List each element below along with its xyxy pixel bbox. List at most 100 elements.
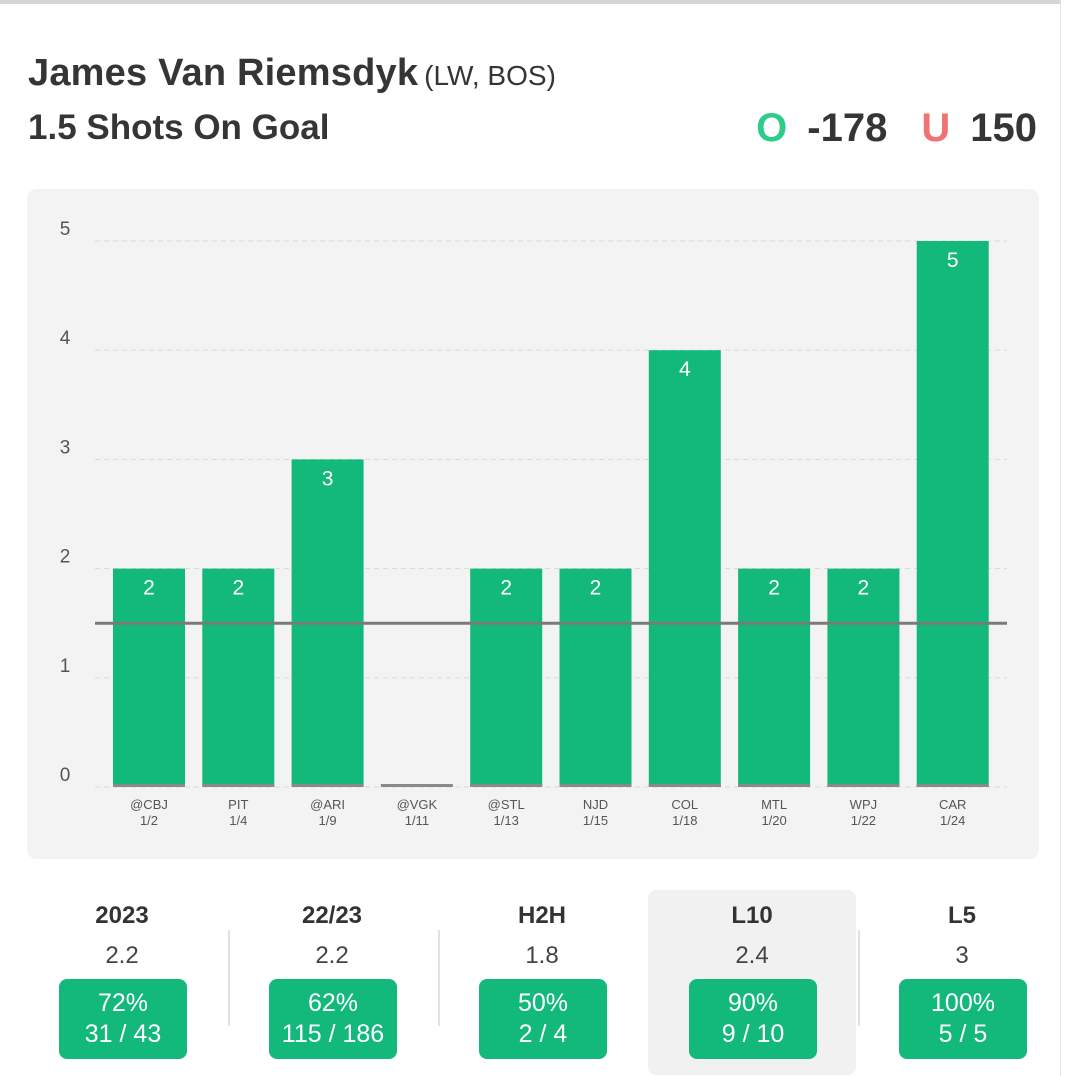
player-position-team: (LW, BOS) <box>424 60 556 91</box>
prop-title: 1.5 Shots On Goal <box>28 108 330 147</box>
x-tick-label: COL <box>671 797 698 812</box>
x-tick-label: @VGK <box>397 797 438 812</box>
bar-baseline <box>380 784 453 787</box>
stat-separator <box>858 930 860 1026</box>
player-header: James Van Riemsdyk (LW, BOS) <box>28 52 556 95</box>
y-tick-label: 0 <box>60 765 71 786</box>
x-tick-date: 1/22 <box>851 813 876 828</box>
stat-separator <box>438 930 440 1026</box>
bar <box>202 568 275 787</box>
stat-average: 3 <box>955 942 969 969</box>
y-tick-label: 4 <box>60 328 71 349</box>
bar-value-label: 2 <box>590 577 602 600</box>
x-tick-date: 1/2 <box>140 813 158 828</box>
stats-row: 2023 2.2 72% 31 / 43 22/23 2.2 62% 115 / 186 H2H… <box>18 890 1068 1075</box>
stat-label: L5 <box>947 902 976 929</box>
stat-tab-l10[interactable]: L10 2.4 90% 9 / 10 <box>648 890 856 1075</box>
hit-rate-record: 115 / 186 <box>281 1020 385 1048</box>
y-tick-label: 1 <box>60 656 71 677</box>
under-odds[interactable]: 150 <box>970 106 1037 150</box>
over-label: O <box>756 106 788 150</box>
odds-display: O -178 U 150 <box>756 106 1037 151</box>
hit-rate-percent: 62% <box>307 989 359 1017</box>
x-tick-label: NJD <box>583 797 608 812</box>
bar <box>559 568 632 787</box>
x-tick-label: CAR <box>939 797 966 812</box>
hit-rate-badge: 50% 2 / 4 <box>479 979 607 1059</box>
y-tick-label: 3 <box>60 437 71 458</box>
hit-rate-badge: 100% 5 / 5 <box>899 979 1027 1059</box>
bar-baseline <box>291 784 364 787</box>
x-tick-date: 1/13 <box>494 813 519 828</box>
hit-rate-percent: 50% <box>517 989 569 1017</box>
x-tick-date: 1/15 <box>583 813 608 828</box>
x-tick-date: 1/11 <box>405 813 429 828</box>
x-tick-date: 1/24 <box>940 813 965 828</box>
x-tick-label: @CBJ <box>130 797 168 812</box>
stat-tab-h2h[interactable]: H2H 1.8 50% 2 / 4 <box>438 890 646 1075</box>
bar-baseline <box>113 784 185 787</box>
stat-tab-l5[interactable]: L5 3 100% 5 / 5 <box>858 890 1066 1075</box>
bar-value-label: 3 <box>322 467 334 490</box>
hit-rate-record: 31 / 43 <box>84 1020 162 1048</box>
bar-baseline <box>202 784 275 787</box>
bar-value-label: 2 <box>143 577 155 600</box>
right-divider <box>1060 0 1061 1076</box>
bar-baseline <box>738 784 811 787</box>
stat-average: 1.8 <box>525 942 559 969</box>
x-tick-label: PIT <box>228 797 248 812</box>
bar-baseline <box>648 784 721 787</box>
bar <box>827 568 900 787</box>
stat-tab-22-23[interactable]: 22/23 2.2 62% 115 / 186 <box>228 890 436 1075</box>
stat-tab-2023[interactable]: 2023 2.2 72% 31 / 43 <box>18 890 226 1075</box>
under-label: U <box>921 106 951 150</box>
bar-chart: 0123452@CBJ1/22PIT1/43@ARI1/9@VGK1/112@S… <box>60 219 1007 828</box>
stat-label: 22/23 <box>301 902 363 929</box>
hit-rate-record: 2 / 4 <box>518 1020 568 1048</box>
stat-average: 2.2 <box>105 942 139 969</box>
x-tick-date: 1/4 <box>229 813 247 828</box>
hit-rate-record: 5 / 5 <box>938 1020 988 1048</box>
bar-baseline <box>470 784 543 787</box>
over-odds[interactable]: -178 <box>807 106 888 150</box>
stat-average: 2.4 <box>735 942 769 969</box>
x-tick-label: @STL <box>488 797 525 812</box>
bar-value-label: 2 <box>768 577 780 600</box>
hit-rate-badge: 90% 9 / 10 <box>689 979 817 1059</box>
bar-baseline <box>559 784 632 787</box>
x-tick-date: 1/20 <box>761 813 786 828</box>
top-divider <box>0 0 1060 4</box>
chart-panel: 0 1 2 3 4 5 2 @CBJ 1/2 2 PIT 1/4 3 @ARI 1/9 @VGK 1/11 2 @S… <box>27 189 1039 859</box>
hit-rate-record: 9 / 10 <box>721 1020 785 1048</box>
bar <box>113 568 185 787</box>
stat-separator <box>228 930 230 1026</box>
x-tick-label: WPJ <box>850 797 877 812</box>
bar-value-label: 4 <box>679 358 691 381</box>
bar <box>470 568 543 787</box>
bar-baseline <box>827 784 900 787</box>
hit-rate-percent: 100% <box>931 989 995 1017</box>
bar <box>648 350 721 787</box>
x-tick-label: @ARI <box>310 797 345 812</box>
x-tick-date: 1/9 <box>319 813 337 828</box>
hit-rate-badge: 62% 115 / 186 <box>269 979 397 1059</box>
stat-average: 2.2 <box>315 942 349 969</box>
player-name: James Van Riemsdyk <box>28 52 419 94</box>
bar-baseline <box>916 784 989 787</box>
hit-rate-badge: 72% 31 / 43 <box>59 979 187 1059</box>
x-tick-label: MTL <box>761 797 787 812</box>
x-tick-date: 1/18 <box>672 813 697 828</box>
stat-label: L10 <box>731 902 773 929</box>
y-tick-label: 2 <box>60 547 71 568</box>
bar <box>738 568 811 787</box>
stat-label: H2H <box>517 902 566 929</box>
bar-value-label: 2 <box>500 577 512 600</box>
hit-rate-percent: 90% <box>727 989 779 1017</box>
bar-value-label: 2 <box>232 577 244 600</box>
hit-rate-percent: 72% <box>97 989 149 1017</box>
bar-value-label: 5 <box>947 249 959 272</box>
stat-label: 2023 <box>95 902 149 929</box>
bar-value-label: 2 <box>858 577 870 600</box>
bar <box>916 241 989 787</box>
y-tick-label: 5 <box>60 219 71 240</box>
